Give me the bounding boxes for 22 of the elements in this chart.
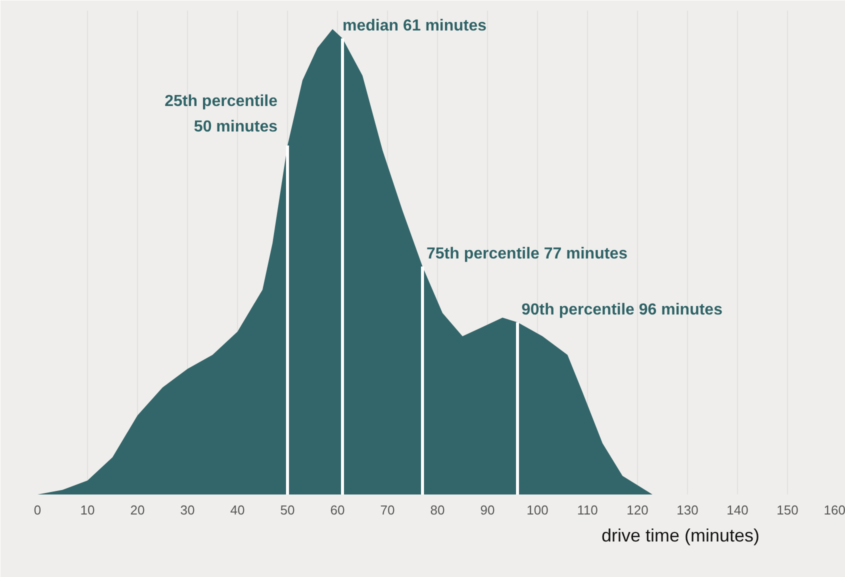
x-axis-title: drive time (minutes) xyxy=(601,526,760,546)
x-tick-label: 160 xyxy=(824,502,845,518)
x-tick-label: 90 xyxy=(480,502,495,518)
x-tick-label: 70 xyxy=(380,502,395,518)
x-tick-label: 120 xyxy=(626,502,648,518)
ref-line-label: median 61 minutes xyxy=(342,17,487,34)
ref-line-label: 25th percentile 50 minutes xyxy=(164,92,278,136)
x-tick-label: 140 xyxy=(726,502,748,518)
x-tick-label: 20 xyxy=(130,502,145,518)
x-tick-label: 130 xyxy=(676,502,698,518)
x-tick-label: 110 xyxy=(577,502,598,518)
x-tick-label: 60 xyxy=(330,502,345,518)
x-tick-label: 30 xyxy=(180,502,195,518)
x-tick-label: 50 xyxy=(280,502,295,518)
x-tick-label: 40 xyxy=(230,502,245,518)
x-tick-label: 150 xyxy=(776,502,798,518)
x-tick-label: 10 xyxy=(80,502,95,518)
x-tick-label: 100 xyxy=(526,502,548,518)
x-tick-label: 80 xyxy=(430,502,445,518)
ref-line-label: 75th percentile 77 minutes xyxy=(426,245,628,262)
ref-line-label: 90th percentile 96 minutes xyxy=(522,301,723,318)
x-tick-label: 0 xyxy=(34,502,42,518)
